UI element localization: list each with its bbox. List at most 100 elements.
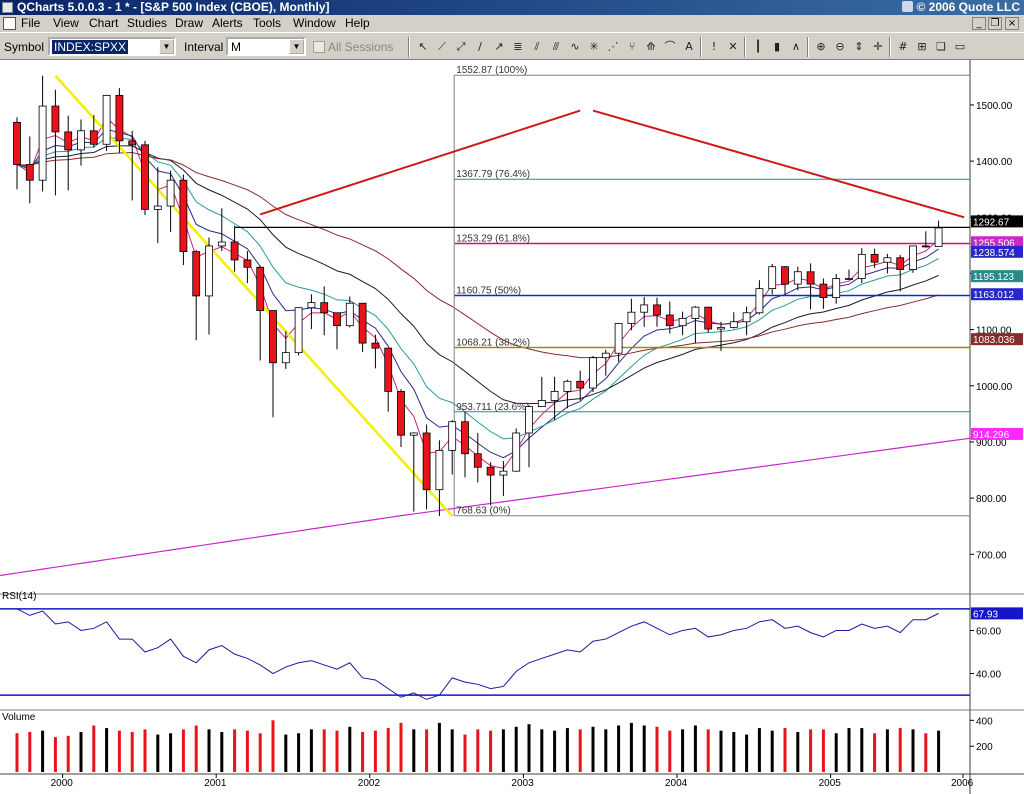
candle-body — [153, 205, 162, 210]
symbol-input[interactable]: INDEX:SPXX ▼ — [48, 37, 176, 56]
fib-level-label: 768.63 (0%) — [456, 506, 510, 517]
restore-icon[interactable]: ❐ — [988, 17, 1002, 30]
ma-long-line — [0, 436, 978, 577]
candle-body — [691, 306, 700, 319]
volume-bar — [719, 730, 723, 772]
last-value-label: 1195.123 — [973, 272, 1014, 283]
menu-help[interactable]: Help — [345, 16, 370, 30]
candle-body — [883, 257, 892, 263]
copyright-text: © 2006 Quote LLC — [902, 0, 1020, 15]
candle-body — [397, 391, 405, 436]
ma-10-line — [16, 137, 939, 440]
alert-icon[interactable]: ! — [711, 40, 717, 53]
candle-body — [525, 406, 533, 434]
price-tick-label: 1400.00 — [976, 157, 1013, 168]
menu-window[interactable]: Window — [293, 16, 336, 30]
volume-bar — [245, 730, 249, 772]
arc-icon[interactable]: ⌒ — [664, 40, 676, 53]
andrews-icon[interactable]: ⑂ — [628, 40, 636, 53]
candle-body — [909, 245, 917, 270]
arrow-icon[interactable]: ↗ — [494, 40, 504, 53]
candle-body — [281, 352, 290, 364]
pointer-icon[interactable]: ↖ — [418, 40, 428, 53]
volume-bar — [463, 734, 467, 772]
ray-icon[interactable]: ⤢ — [456, 40, 466, 53]
candle-body — [857, 253, 866, 279]
volume-bar — [41, 730, 45, 772]
candle-style-icon[interactable]: ▮ — [773, 40, 781, 53]
minimize-icon[interactable]: _ — [972, 17, 986, 30]
fan-icon[interactable]: ⟰ — [646, 40, 656, 53]
falling-trend-line — [592, 109, 965, 219]
candle-body — [115, 94, 124, 142]
candle-body — [51, 105, 60, 133]
volume-bar — [681, 729, 685, 772]
candle-body — [934, 227, 943, 247]
document-icon[interactable] — [3, 17, 16, 30]
gann-icon[interactable]: ✳ — [589, 40, 599, 53]
menu-view[interactable]: View — [53, 16, 79, 30]
regression-icon[interactable]: ⫽ — [534, 40, 540, 53]
line-icon[interactable]: ∕ — [478, 40, 482, 53]
all-sessions-checkbox[interactable] — [313, 41, 325, 53]
menu-studies[interactable]: Studies — [127, 16, 168, 30]
candle-body — [243, 259, 252, 268]
trendline-icon[interactable]: ⟋ — [438, 40, 446, 53]
menu-alerts[interactable]: Alerts — [212, 16, 243, 30]
grid-icon[interactable]: # — [898, 40, 908, 53]
menu-tools[interactable]: Tools — [253, 16, 282, 30]
volume-bar — [143, 729, 147, 772]
interval-select[interactable]: M ▼ — [226, 37, 306, 56]
candle-body — [294, 307, 303, 354]
menu-file[interactable]: File — [21, 16, 41, 30]
volume-bar — [617, 725, 621, 772]
volume-bar — [783, 728, 787, 772]
chevron-down-icon[interactable]: ▼ — [159, 39, 174, 54]
chart-canvas[interactable]: 700.00800.00900.001000.001100.001200.001… — [0, 60, 1024, 794]
zoom-out-icon[interactable]: ⊖ — [835, 40, 845, 53]
line-style-icon[interactable]: ∧ — [791, 40, 801, 53]
chevron-down-icon[interactable]: ▼ — [289, 39, 304, 54]
candle-body — [179, 179, 188, 252]
volume-bar — [194, 725, 198, 772]
menu-chart[interactable]: Chart — [89, 16, 119, 30]
price-tick-label: 900.00 — [976, 438, 1007, 449]
volume-bar — [821, 729, 825, 772]
candle-body — [537, 399, 546, 407]
rsi-last-tag — [971, 607, 1023, 620]
erase-icon[interactable]: ✕ — [728, 40, 738, 53]
last-value-tag — [971, 236, 1023, 249]
fibonacci-icon[interactable]: ≣ — [513, 40, 523, 53]
volume-bar — [514, 726, 518, 772]
zoom-in-icon[interactable]: ⊕ — [816, 40, 826, 53]
candle-body — [819, 283, 828, 299]
menu-draw[interactable]: Draw — [175, 16, 204, 30]
speed-lines-icon[interactable]: ⋰ — [607, 40, 619, 53]
channel-icon[interactable]: ⫻ — [552, 40, 560, 53]
candle-body — [729, 321, 738, 328]
volume-tick-label: 400 — [976, 716, 993, 727]
toolbar-separator — [889, 37, 891, 57]
volume-bar — [924, 733, 928, 772]
scale-icon[interactable]: ⇕ — [854, 40, 864, 53]
year-label: 2002 — [358, 778, 381, 789]
last-value-label: 1083.036 — [973, 335, 1015, 346]
bar-style-icon[interactable]: ┃ — [754, 40, 762, 53]
window-icon[interactable]: ▭ — [954, 40, 966, 53]
fib-level-label: 1068.21 (38.2%) — [456, 337, 530, 348]
chart-area[interactable]: 700.00800.00900.001000.001100.001200.001… — [0, 60, 1024, 794]
volume-bar — [361, 731, 365, 772]
close-icon[interactable]: × — [1005, 17, 1019, 30]
tile-icon[interactable]: ⊞ — [917, 40, 927, 53]
candle-body — [806, 271, 815, 285]
cascade-icon[interactable]: ❏ — [936, 40, 946, 53]
cycle-icon[interactable]: ∿ — [570, 40, 580, 53]
candle-body — [269, 310, 277, 364]
candle-body — [192, 251, 201, 297]
volume-bar — [578, 729, 582, 772]
volume-bar — [706, 729, 710, 772]
cursor-icon[interactable]: ✛ — [873, 40, 883, 53]
text-icon[interactable]: A — [685, 40, 693, 53]
volume-bar — [527, 724, 531, 772]
